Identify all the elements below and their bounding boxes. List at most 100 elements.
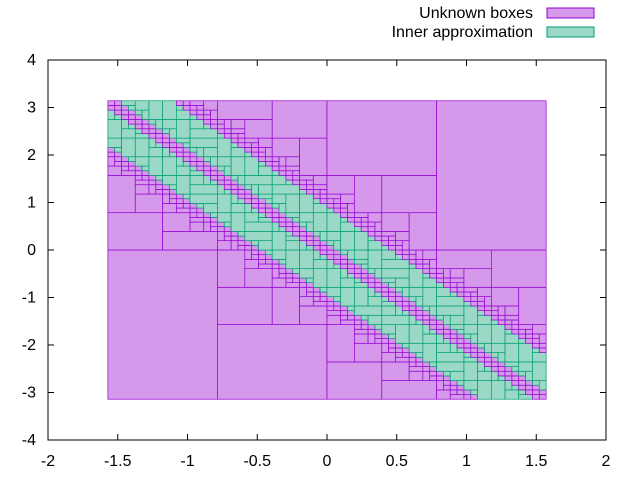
inner-box	[141, 165, 150, 172]
inner-box	[463, 300, 472, 307]
unknown-box	[443, 282, 451, 288]
unknown-box	[429, 268, 437, 274]
unknown-box	[134, 170, 143, 176]
unknown-box	[504, 324, 513, 330]
inner-box	[312, 258, 328, 270]
inner-box	[484, 366, 492, 372]
inner-box	[148, 119, 157, 125]
unknown-box	[381, 175, 437, 214]
inner-box	[299, 212, 314, 223]
inner-box	[518, 361, 533, 372]
unknown-box	[134, 123, 143, 130]
inner-box	[401, 342, 410, 349]
unknown-box	[367, 221, 376, 228]
inner-box	[176, 109, 191, 120]
inner-box	[278, 226, 287, 232]
unknown-box	[443, 324, 451, 330]
unknown-box	[203, 221, 211, 232]
unknown-box	[511, 328, 520, 335]
unknown-box	[408, 361, 417, 367]
unknown-box	[374, 328, 383, 335]
unknown-box	[436, 319, 444, 325]
unknown-box	[230, 189, 239, 195]
unknown-box	[490, 314, 499, 321]
unknown-box	[388, 240, 396, 246]
unknown-box	[497, 314, 506, 321]
inner-box	[381, 300, 396, 307]
unknown-box	[388, 286, 396, 293]
unknown-box	[196, 165, 205, 172]
inner-box	[456, 347, 465, 353]
unknown-box	[326, 100, 437, 176]
unknown-box	[299, 226, 307, 232]
unknown-box	[258, 258, 266, 265]
unknown-box	[532, 333, 540, 339]
unknown-box	[326, 254, 335, 260]
unknown-box	[333, 300, 342, 307]
inner-box	[230, 212, 246, 232]
inner-box	[367, 249, 383, 270]
unknown-box	[319, 296, 328, 302]
unknown-box	[429, 324, 437, 330]
unknown-box	[285, 170, 294, 176]
unknown-box	[436, 370, 444, 377]
unknown-box	[285, 165, 300, 172]
unknown-box	[449, 277, 465, 283]
unknown-box	[285, 156, 300, 167]
unknown-box	[107, 175, 136, 214]
x-tick-label: 1.5	[525, 453, 547, 470]
unknown-box	[443, 277, 451, 283]
unknown-box	[189, 151, 198, 158]
unknown-box	[443, 384, 451, 391]
unknown-box	[210, 123, 218, 130]
unknown-box	[107, 105, 116, 111]
unknown-box	[354, 324, 362, 330]
unknown-box	[299, 282, 307, 288]
unknown-box	[408, 352, 417, 358]
inner-box	[518, 338, 526, 344]
unknown-box	[354, 333, 369, 344]
unknown-box	[415, 305, 424, 311]
unknown-box	[258, 249, 266, 256]
unknown-box	[299, 175, 314, 181]
unknown-box	[347, 310, 355, 316]
unknown-box	[155, 189, 164, 195]
unknown-box	[299, 230, 307, 237]
inner-box	[436, 361, 465, 372]
unknown-box	[210, 165, 218, 172]
unknown-box	[176, 207, 191, 214]
unknown-box	[367, 333, 376, 344]
inner-box	[367, 235, 376, 242]
unknown-box	[326, 175, 355, 195]
inner-box	[189, 184, 218, 195]
unknown-box	[223, 230, 232, 237]
unknown-box	[306, 240, 314, 246]
unknown-box	[189, 207, 198, 214]
unknown-box	[237, 193, 246, 200]
inner-box	[258, 161, 266, 167]
unknown-box	[340, 263, 348, 270]
unknown-box	[134, 175, 143, 181]
unknown-box	[244, 244, 253, 251]
inner-box	[408, 324, 424, 344]
unknown-box	[258, 207, 266, 214]
unknown-box	[230, 119, 246, 130]
unknown-box	[189, 212, 198, 218]
unknown-box	[422, 258, 431, 265]
unknown-box	[162, 230, 218, 251]
inner-box	[128, 156, 136, 162]
unknown-box	[374, 282, 383, 288]
inner-box	[114, 147, 122, 153]
inner-box	[306, 244, 314, 251]
unknown-box	[360, 277, 369, 283]
unknown-box	[456, 389, 465, 395]
x-tick-label: -2	[41, 453, 55, 470]
inner-box	[223, 189, 232, 195]
unknown-box	[196, 156, 205, 162]
unknown-box	[354, 221, 362, 228]
unknown-box	[326, 198, 335, 204]
unknown-box	[395, 291, 403, 297]
unknown-box	[367, 328, 376, 335]
unknown-box	[463, 342, 472, 349]
unknown-box	[141, 170, 150, 176]
